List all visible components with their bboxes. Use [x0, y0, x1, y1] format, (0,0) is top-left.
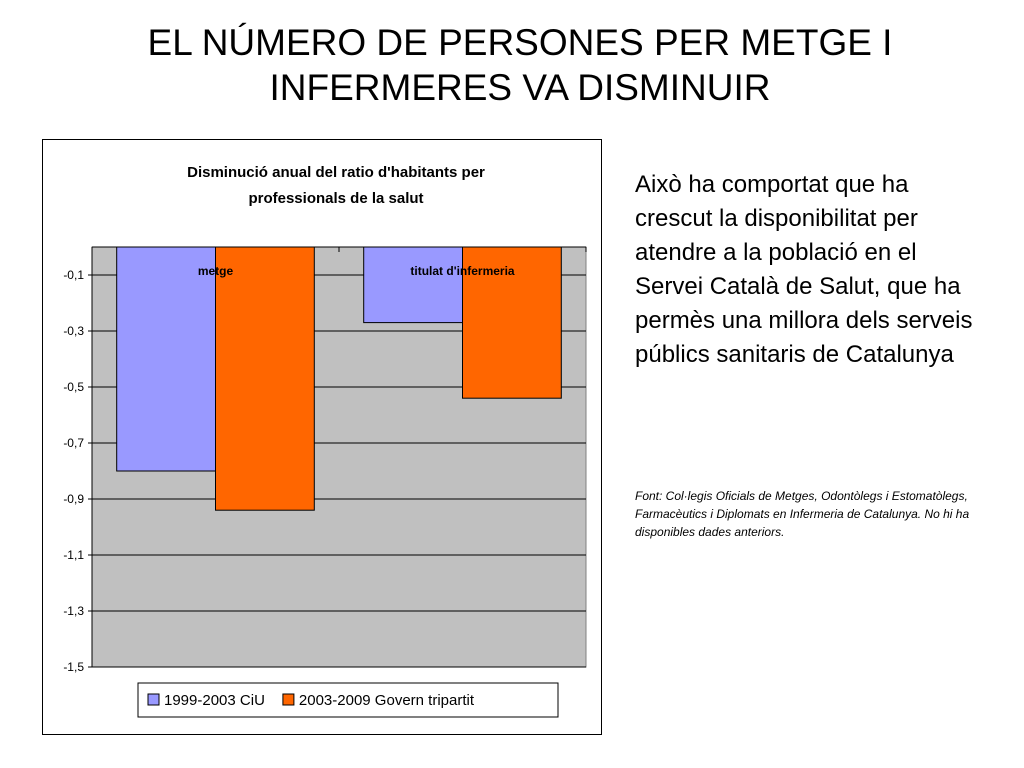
- y-tick-label: -0,7: [63, 436, 84, 450]
- y-tick-label: -1,5: [63, 660, 84, 674]
- bar-1-2: [363, 246, 464, 324]
- chart-title-line-2: professionals de la salut: [248, 190, 423, 207]
- slide-title: EL NÚMERO DE PERSONES PER METGE I INFERM…: [60, 20, 980, 110]
- body-text: Això ha comportat que ha crescut la disp…: [635, 171, 973, 368]
- category-label-1: metge: [198, 264, 234, 278]
- bar-1-1: [116, 246, 216, 472]
- bar-chart: Disminució anual del ratio d'habitants p…: [63, 164, 587, 718]
- legend-swatch-2: [282, 693, 295, 706]
- y-tick-label: -0,3: [63, 324, 84, 338]
- y-tick-label: -0,5: [63, 380, 84, 394]
- legend-label-1: 1999-2003 CiU: [164, 692, 265, 709]
- legend-label-2: 2003-2009 Govern tripartit: [299, 692, 475, 709]
- bar-2-2: [462, 246, 562, 399]
- y-tick-label: -0,9: [63, 492, 84, 506]
- category-label-2: titulat d'infermeria: [410, 264, 515, 278]
- legend-swatch-1: [147, 693, 160, 706]
- slide-title-line-2: INFERMERES VA DISMINUIR: [269, 67, 771, 108]
- y-tick-label: -0,1: [63, 268, 84, 282]
- y-tick-label: -1,3: [63, 604, 84, 618]
- chart-frame: Disminució anual del ratio d'habitants p…: [42, 139, 602, 735]
- chart-title-line-1: Disminució anual del ratio d'habitants p…: [187, 164, 485, 181]
- y-tick-label: -1,1: [63, 548, 84, 562]
- bar-2-1: [215, 246, 315, 511]
- slide-title-line-1: EL NÚMERO DE PERSONES PER METGE I: [147, 22, 893, 63]
- legend-box: [137, 682, 559, 718]
- source-text: Font: Col·legis Oficials de Metges, Odon…: [635, 489, 970, 539]
